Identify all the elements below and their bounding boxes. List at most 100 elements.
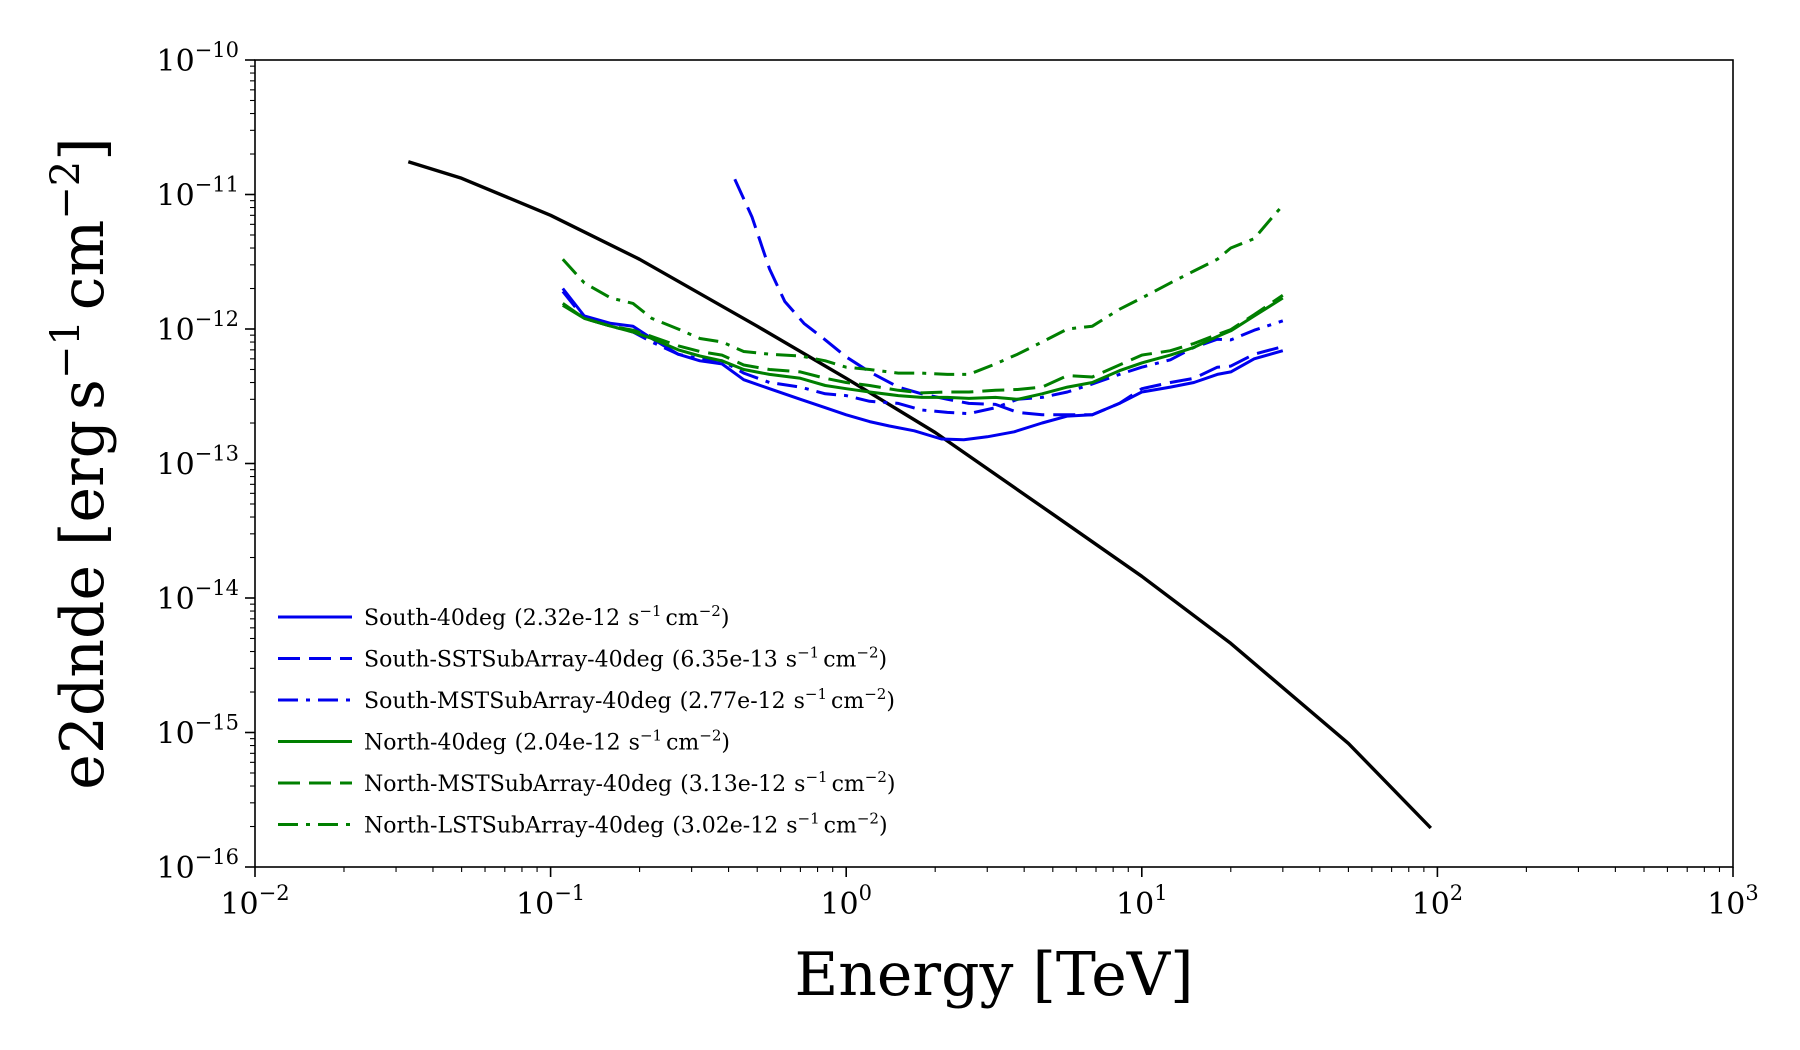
legend-unit-cm-exp: −2 [699,602,721,620]
series-line-south-40deg [561,287,1284,442]
legend-unit-cm-exp: −2 [864,685,886,703]
y-tick-label: 10−12 [156,307,239,348]
series-line-north-lstsubarray-40deg [561,204,1284,376]
x-tick-labels: 10−2 10−1 100 101 102 103 [220,881,1758,922]
x-tick-label-exp: 2 [1450,881,1463,905]
major-ticks [245,59,1734,877]
y-axis-title-close: ] [48,137,118,160]
y-axis-title-cm-exp: −2 [43,161,89,220]
legend-close-paren: ) [721,731,730,756]
y-tick-label-exp: −12 [195,307,239,331]
y-tick-label-base: 10 [156,717,194,752]
legend-integral-value: (2.32e-12 [514,606,620,631]
x-tick-label-exp: −2 [259,881,290,905]
x-axis-title: Energy [TeV] [794,940,1193,1010]
y-axis-title: e2dnde [erg s−1 cm−2] [43,137,118,789]
reference-curve-line [407,160,1433,830]
legend-unit-s-exp: −1 [798,810,820,828]
y-tick-label-base: 10 [156,582,194,617]
x-tick-label-exp: −1 [554,881,585,905]
legend-unit-s-exp: −1 [639,602,661,620]
y-axis-title-s: s [48,379,118,410]
x-tick-label-exp: 0 [859,881,872,905]
legend-unit-cm: cm [832,772,865,797]
legend-close-paren: ) [721,606,730,631]
x-tick-label: 10−1 [516,881,585,922]
y-tick-label: 10−13 [156,442,239,483]
y-tick-label: 10−15 [156,711,239,752]
legend-close-paren: ) [886,689,895,714]
legend-unit-s: s [786,814,797,839]
y-tick-label: 10−10 [156,38,239,79]
y-tick-label: 10−11 [156,173,239,214]
legend-unit-s-exp: −1 [805,768,827,786]
legend-unit-s-exp: −1 [797,644,819,662]
x-tick-label-exp: 1 [1154,881,1167,905]
plot-frame [254,59,1734,868]
legend-close-paren: ) [879,814,888,839]
x-tick-label-base: 10 [1116,887,1154,922]
x-tick-label: 100 [820,881,872,922]
legend-unit-cm: cm [666,731,699,756]
legend-unit-s-exp: −1 [640,727,662,745]
x-tick-label: 103 [1707,881,1759,922]
legend-unit-s: s [794,689,805,714]
x-tick-label-exp: 3 [1745,881,1758,905]
y-tick-label-base: 10 [156,448,194,483]
series-line-north-mstsubarray-40deg [561,294,1284,395]
y-tick-label: 10−14 [156,576,239,617]
y-tick-label-exp: −14 [195,576,239,600]
y-tick-label-exp: −16 [195,845,239,869]
legend-unit-cm: cm [831,689,864,714]
y-tick-label-exp: −11 [195,173,239,197]
y-tick-label-exp: −13 [195,442,239,466]
y-tick-label-base: 10 [156,313,194,348]
legend-unit-s: s [629,731,640,756]
x-tick-label-base: 10 [1412,887,1450,922]
y-tick-label: 10−16 [156,845,239,886]
y-axis-title-main: e2dnde [erg [48,420,118,790]
legend-unit-s: s [628,606,639,631]
x-tick-label: 101 [1116,881,1168,922]
y-tick-label-exp: −15 [195,711,239,735]
legend-entry: North-LSTSubArray-40deg (3.02e-12 s−1 cm−2) [364,810,888,839]
x-tick-label-base: 10 [220,887,258,922]
minor-ticks [250,65,1721,872]
legend-series-name: South-MSTSubArray-40deg [364,689,672,714]
legend-unit-cm-exp: −2 [699,727,721,745]
legend-unit-s: s [794,772,805,797]
legend-series-name: South-SSTSubArray-40deg [364,648,664,673]
legend-unit-cm-exp: −2 [865,768,887,786]
y-axis-title-s-exp: −1 [43,320,89,379]
legend-series-name: South-40deg [364,606,506,631]
y-tick-label-exp: −10 [195,38,239,62]
x-tick-label: 10−2 [220,881,289,922]
legend-close-paren: ) [879,648,888,673]
legend-unit-cm: cm [666,606,699,631]
legend-integral-value: (2.77e-12 [680,689,786,714]
legend-unit-cm: cm [824,814,857,839]
legend-integral-value: (6.35e-13 [672,648,778,673]
x-tick-label-base: 10 [820,887,858,922]
x-tick-label: 102 [1412,881,1464,922]
x-tick-label-base: 10 [1707,887,1745,922]
y-tick-label-base: 10 [156,44,194,79]
legend-unit-s-exp: −1 [805,685,827,703]
legend-series-name: North-40deg [364,731,507,756]
x-tick-label-base: 10 [516,887,554,922]
series-line-south-sstsubarray-40deg [733,178,1284,417]
series-line-north-40deg [562,296,1284,401]
y-axis-title-cm: cm [48,220,118,311]
legend-unit-s: s [786,648,797,673]
series-line-south-mstsubarray-40deg [561,290,1284,416]
legend-integral-value: (3.02e-12 [672,814,778,839]
legend-integral-value: (3.13e-12 [680,772,786,797]
legend-unit-cm-exp: −2 [857,810,879,828]
legend-unit-cm: cm [823,648,856,673]
legend-integral-value: (2.04e-12 [515,731,621,756]
legend-entry: South-SSTSubArray-40deg (6.35e-13 s−1 cm−2) [364,644,887,673]
legend-series-name: North-MSTSubArray-40deg [364,772,672,797]
legend-entry: North-40deg (2.04e-12 s−1 cm−2) [364,727,730,756]
y-tick-label-base: 10 [156,179,194,214]
